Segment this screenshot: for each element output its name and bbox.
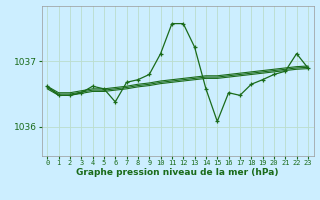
X-axis label: Graphe pression niveau de la mer (hPa): Graphe pression niveau de la mer (hPa) xyxy=(76,168,279,177)
